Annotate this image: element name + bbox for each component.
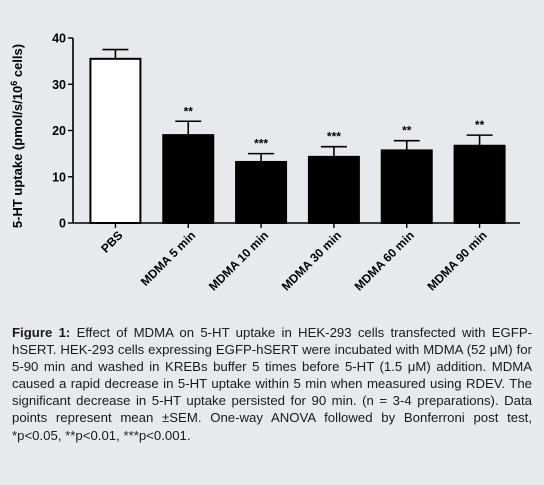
caption-label: Figure 1: (12, 325, 71, 340)
significance-label: *** (327, 130, 341, 144)
y-axis-label: 5-HT uptake (pmol/s/106 cells) (9, 44, 25, 228)
y-axis-label-tail: cells) (10, 44, 25, 81)
significance-label: ** (475, 118, 485, 132)
category-label: MDMA 10 min (206, 228, 271, 293)
bar (162, 134, 215, 224)
significance-label: ** (402, 124, 412, 138)
y-tick-label: 0 (59, 217, 66, 231)
bar (380, 149, 433, 224)
y-tick-label: 10 (52, 170, 66, 184)
y-tick-label: 30 (52, 78, 66, 92)
figure-caption: Figure 1: Effect of MDMA on 5-HT uptake … (12, 324, 532, 444)
category-label: PBS (98, 228, 125, 255)
category-label: MDMA 60 min (352, 228, 417, 293)
caption-text: Effect of MDMA on 5-HT uptake in HEK-293… (12, 325, 533, 443)
category-label: MDMA 5 min (138, 228, 199, 289)
bar (235, 160, 288, 224)
significance-label: ** (184, 104, 194, 118)
y-tick-label: 40 (52, 32, 66, 46)
y-axis-label-sup: 6 (9, 81, 19, 86)
bar (307, 155, 360, 224)
category-label: MDMA 90 min (424, 228, 489, 293)
y-axis-label-main: 5-HT uptake (pmol/s/10 (10, 86, 25, 228)
bars (89, 48, 506, 224)
significance-label: *** (254, 137, 268, 151)
category-label: MDMA 30 min (279, 228, 344, 293)
bar (453, 144, 506, 224)
bar (89, 57, 142, 224)
bar-chart: 0 10 20 30 40 PBS ** MDMA 5 min *** MDMA 10 min **… (9, 32, 520, 293)
y-tick-label: 20 (52, 124, 66, 138)
